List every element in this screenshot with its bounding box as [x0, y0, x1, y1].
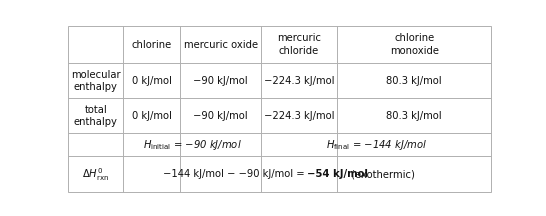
Text: −144 kJ/mol − −90 kJ/mol =: −144 kJ/mol − −90 kJ/mol = — [163, 169, 307, 179]
Text: mercuric
chloride: mercuric chloride — [277, 33, 321, 56]
Text: 80.3 kJ/mol: 80.3 kJ/mol — [387, 111, 442, 121]
Text: chlorine: chlorine — [132, 40, 172, 50]
Text: −54 kJ/mol: −54 kJ/mol — [307, 169, 368, 179]
Text: mercuric oxide: mercuric oxide — [183, 40, 258, 50]
Text: $H_{\mathrm{final}}$ = −144 kJ/mol: $H_{\mathrm{final}}$ = −144 kJ/mol — [325, 138, 426, 152]
Text: (exothermic): (exothermic) — [347, 169, 414, 179]
Text: chlorine
monoxide: chlorine monoxide — [390, 33, 438, 56]
Text: $\Delta H^{0}_{\mathrm{rxn}}$: $\Delta H^{0}_{\mathrm{rxn}}$ — [82, 166, 109, 183]
Text: −90 kJ/mol: −90 kJ/mol — [193, 76, 248, 86]
Text: 80.3 kJ/mol: 80.3 kJ/mol — [387, 76, 442, 86]
Text: −224.3 kJ/mol: −224.3 kJ/mol — [264, 76, 334, 86]
Text: 0 kJ/mol: 0 kJ/mol — [132, 111, 172, 121]
Text: −224.3 kJ/mol: −224.3 kJ/mol — [264, 111, 334, 121]
Text: −90 kJ/mol: −90 kJ/mol — [193, 111, 248, 121]
Text: 0 kJ/mol: 0 kJ/mol — [132, 76, 172, 86]
Text: total
enthalpy: total enthalpy — [74, 105, 118, 127]
Text: molecular
enthalpy: molecular enthalpy — [71, 70, 121, 92]
Text: $H_{\mathrm{initial}}$ = −90 kJ/mol: $H_{\mathrm{initial}}$ = −90 kJ/mol — [143, 138, 241, 152]
